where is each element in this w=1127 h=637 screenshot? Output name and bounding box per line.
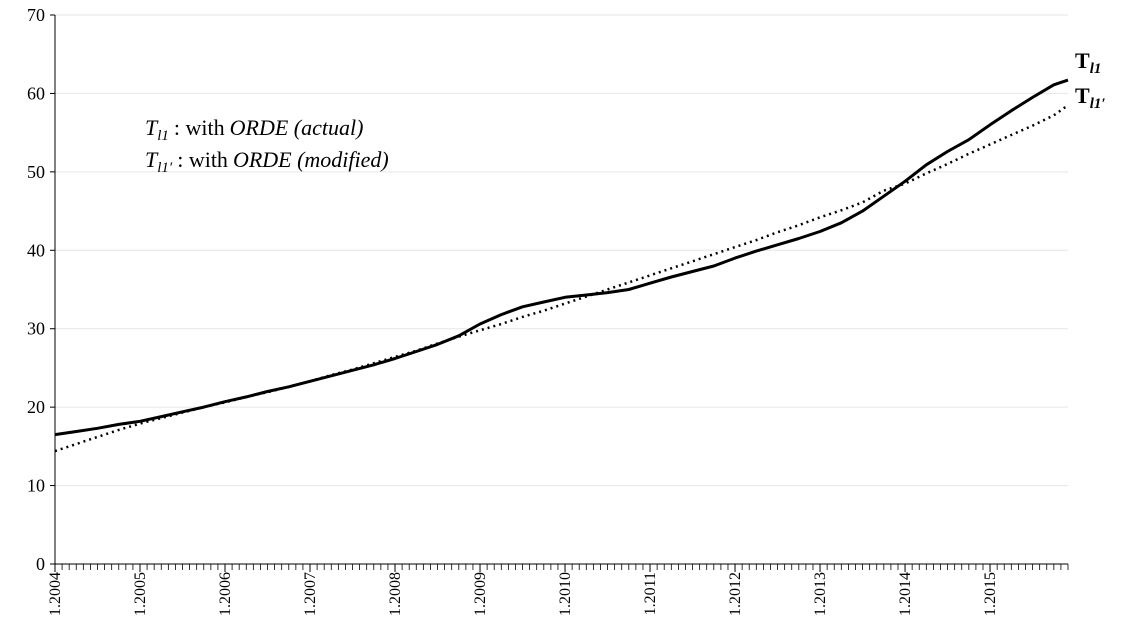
y-tick-label: 0 (36, 554, 45, 574)
legend-symbol: T (145, 147, 159, 172)
series-end-label: Tl1 (1075, 48, 1101, 77)
x-tick-label: 1.2010 (557, 572, 574, 616)
series-end-label: Tl1′ (1075, 83, 1106, 112)
legend-entry: Tl1′: with ORDE (modified) (145, 147, 389, 176)
label-symbol: T (1075, 48, 1090, 73)
y-tick-label: 20 (27, 397, 45, 417)
y-tick-label: 30 (27, 319, 45, 339)
label-subscript: l1′ (1090, 96, 1106, 112)
legend-text: : with (174, 115, 225, 140)
y-tick-label: 40 (27, 240, 45, 260)
x-tick-label: 1.2008 (387, 572, 404, 616)
x-tick-label: 1.2012 (727, 572, 744, 616)
x-tick-label: 1.2006 (217, 572, 234, 616)
legend-text: : with (177, 147, 228, 172)
x-tick-label: 1.2013 (812, 572, 829, 616)
x-tick-label: 1.2004 (47, 572, 64, 616)
x-tick-label: 1.2005 (132, 572, 149, 616)
legend-subscript: l1 (157, 128, 169, 144)
legend-entry: Tl1 : with ORDE (actual) (145, 115, 363, 144)
y-tick-label: 50 (27, 162, 45, 182)
legend-emphasis: ORDE (modified) (233, 147, 389, 172)
x-tick-label: 1.2011 (642, 572, 659, 615)
legend-subscript: l1′ (157, 160, 173, 176)
label-subscript: l1 (1090, 61, 1102, 77)
x-tick-label: 1.2007 (302, 572, 319, 616)
x-tick-label: 1.2015 (982, 572, 999, 616)
series-line (54, 78, 1069, 437)
y-tick-label: 60 (27, 83, 45, 103)
legend-symbol: T (145, 115, 159, 140)
x-tick-label: 1.2014 (897, 572, 914, 616)
y-tick-label: 70 (27, 5, 45, 25)
label-symbol: T (1075, 83, 1090, 108)
y-tick-label: 10 (27, 476, 45, 496)
legend-emphasis: ORDE (actual) (230, 115, 364, 140)
x-tick-label: 1.2009 (472, 572, 489, 616)
